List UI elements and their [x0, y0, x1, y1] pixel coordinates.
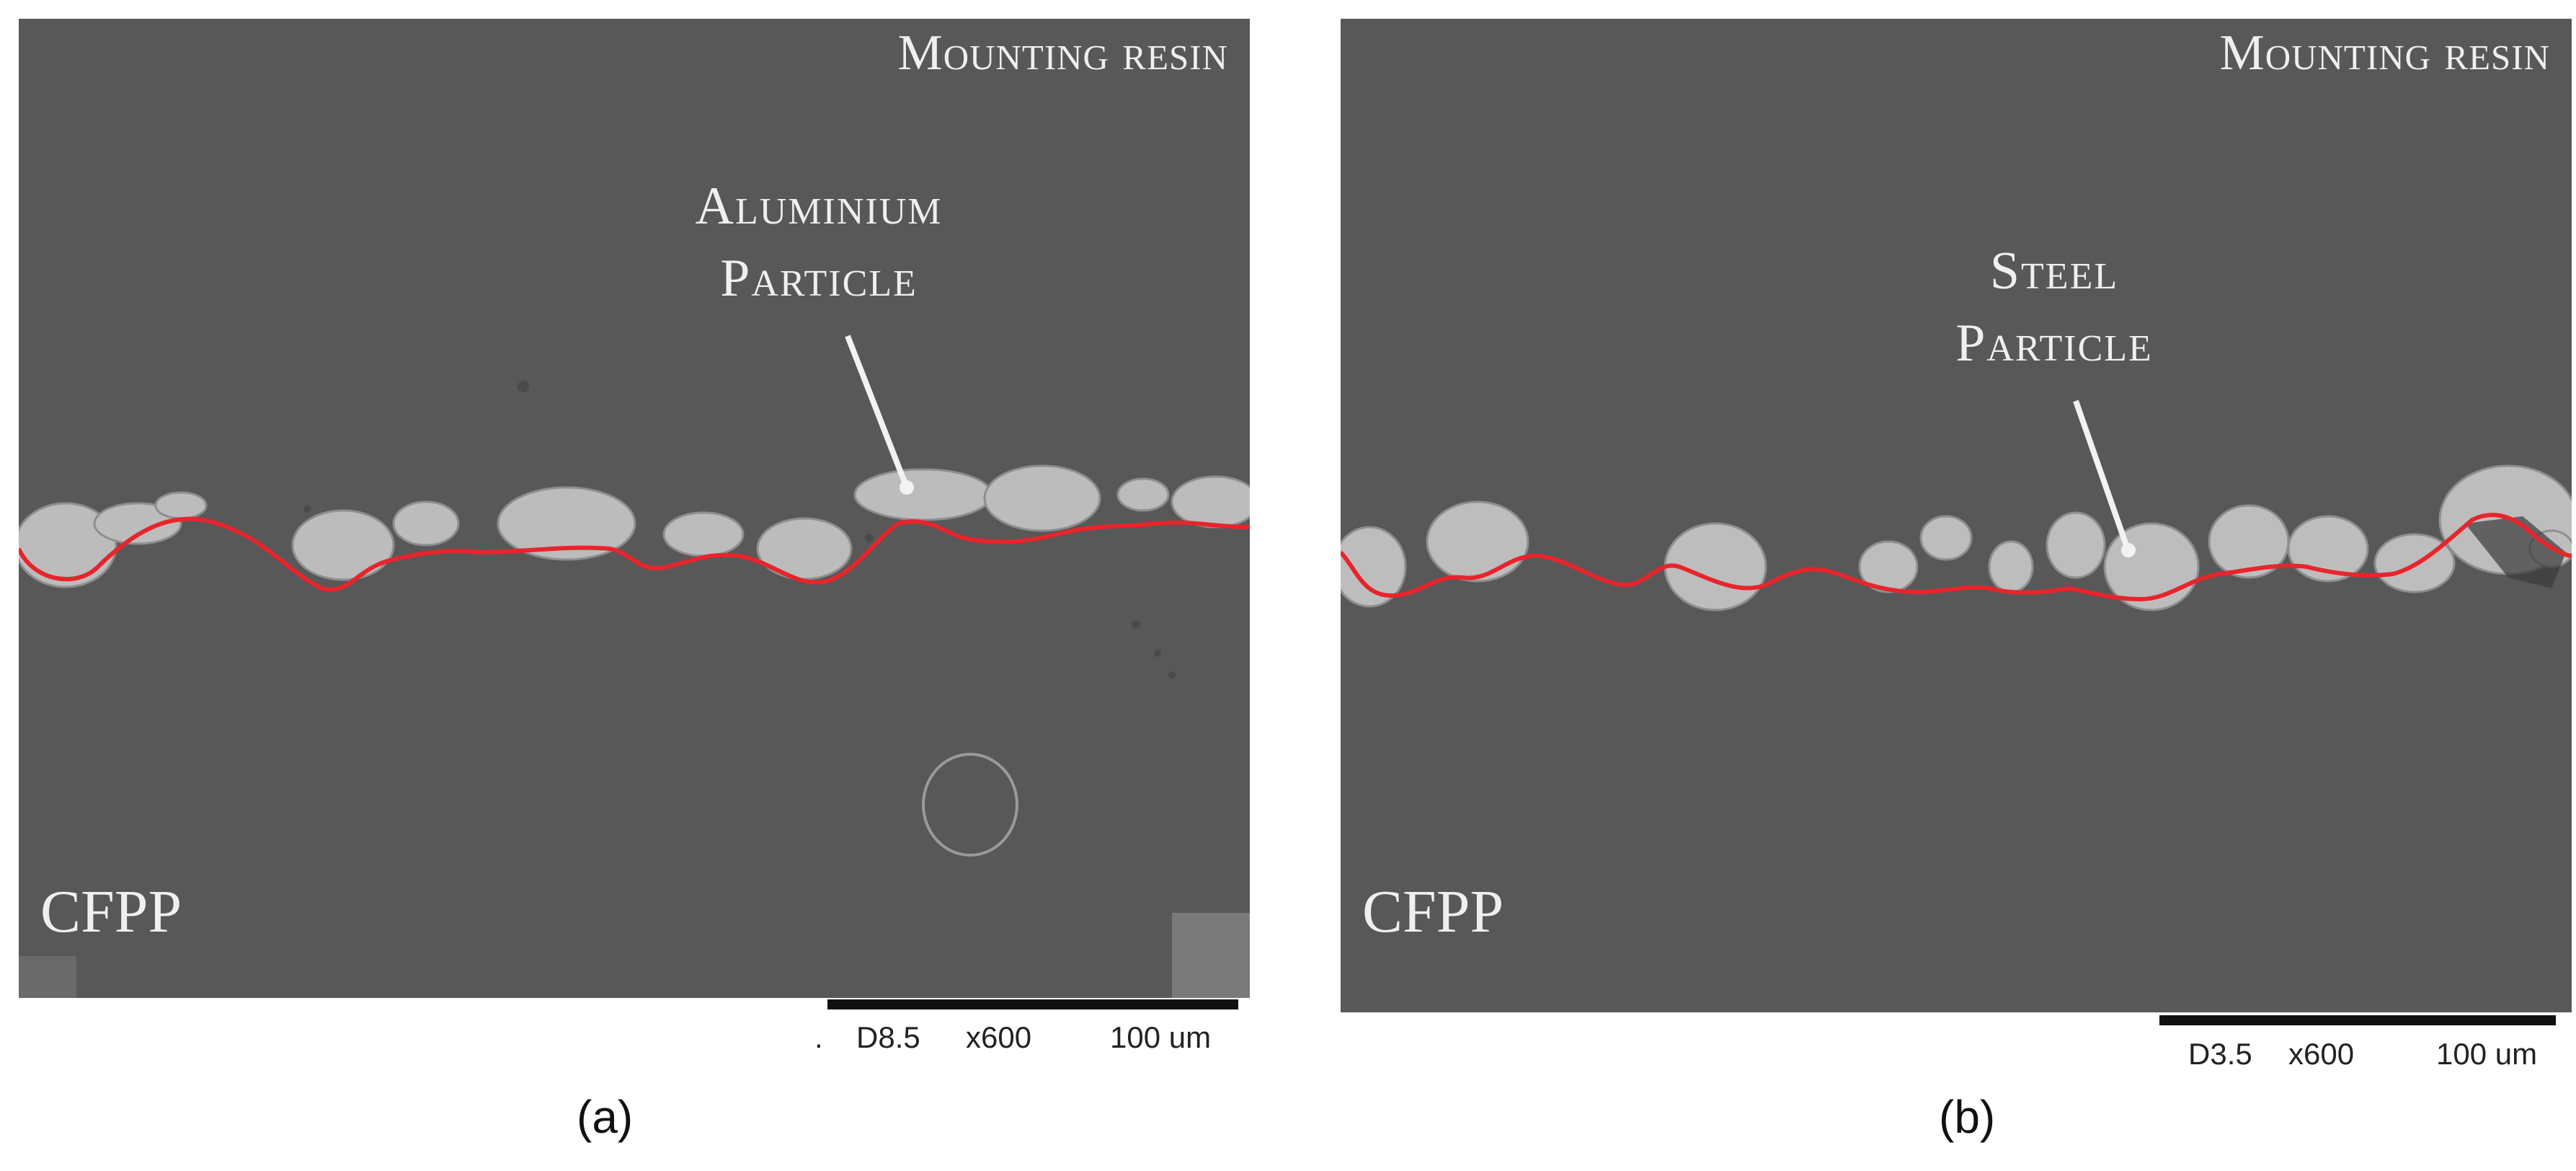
scale-mag-b: x600	[2288, 1037, 2355, 1071]
micrograph-a-image	[19, 335, 1250, 998]
scale-d-a: D8.5	[856, 1020, 920, 1054]
mounting-resin-label-a: Mounting resin	[897, 25, 1228, 81]
cfpp-label-b: CFPP	[1362, 878, 1504, 945]
particle-label-b: Steel Particle	[1903, 235, 2206, 379]
scale-bar-b	[2159, 1015, 2556, 1025]
scale-bar-a	[827, 999, 1238, 1009]
scale-len-b: 100 um	[2436, 1037, 2538, 1071]
scale-len-a: 100 um	[1110, 1020, 1212, 1054]
cfpp-label-a: CFPP	[40, 878, 182, 945]
particle-label-a-line2: Particle	[720, 249, 918, 308]
micrograph-panel-b: Mounting resin Steel Particle CFPP	[1341, 19, 2572, 1012]
micrograph-b-image	[1341, 399, 2572, 611]
particle-label-a: Aluminium Particle	[653, 170, 985, 314]
scale-d-b: D3.5	[2188, 1037, 2252, 1071]
mounting-resin-label-b: Mounting resin	[2219, 25, 2550, 81]
particle-label-b-line2: Particle	[1955, 314, 2153, 373]
scale-prefix-a: .	[814, 1020, 823, 1054]
particle-label-a-line1: Aluminium	[695, 177, 943, 236]
scale-mag-a: x600	[966, 1020, 1032, 1054]
caption-b: (b)	[1939, 1091, 1996, 1143]
particle-label-b-line1: Steel	[1989, 242, 2119, 301]
micrograph-panel-a: Mounting resin Aluminium Particle CFPP	[19, 19, 1250, 998]
caption-a: (a)	[577, 1091, 634, 1143]
